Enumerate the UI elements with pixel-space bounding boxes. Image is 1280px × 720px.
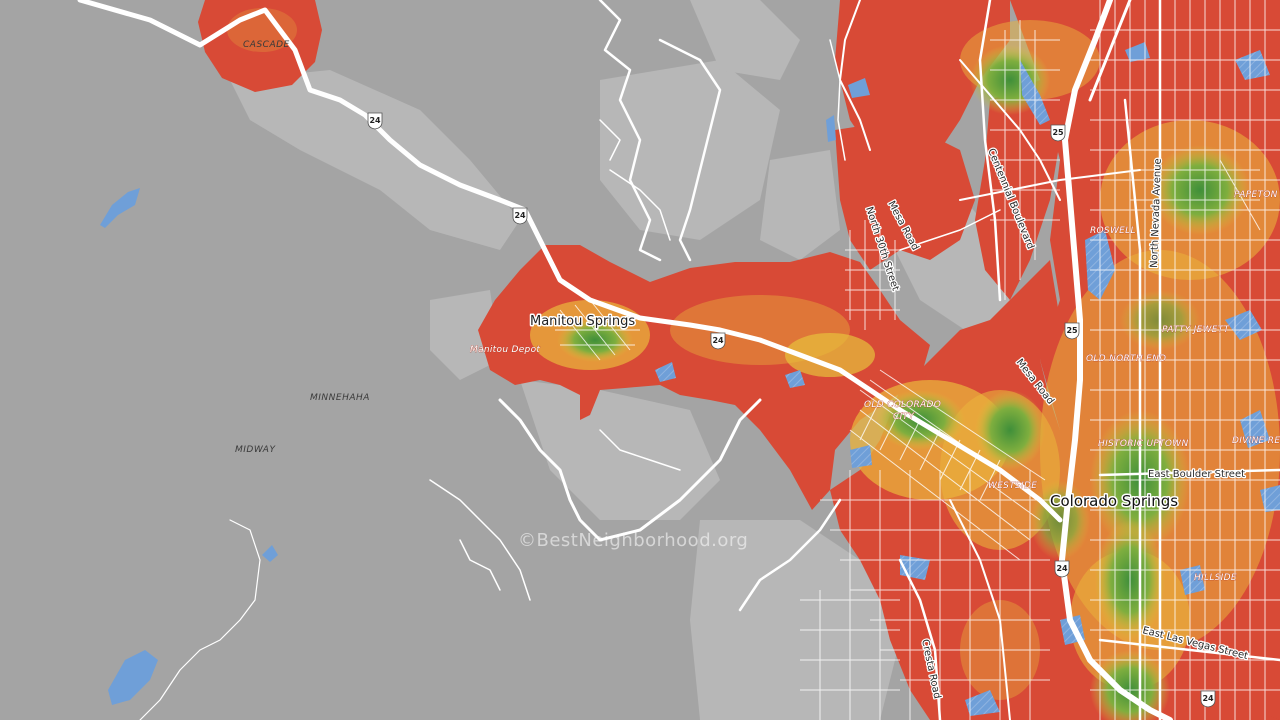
us24-shield-label: 24 (1202, 694, 1214, 703)
place-labels: CASCADE Manitou Springs Manitou Depot MI… (235, 40, 1280, 583)
label-cascade[interactable]: CASCADE (243, 40, 290, 50)
watermark: ©BestNeighborhood.org (518, 530, 748, 551)
us24-shield-label: 24 (369, 116, 381, 125)
label-historic-uptown[interactable]: HISTORIC UPTOWN (1098, 439, 1189, 450)
label-midway[interactable]: MIDWAY (235, 445, 276, 455)
label-north-nevada-avenue: North Nevada Avenue (1149, 158, 1164, 268)
us24-shield-label: 24 (712, 336, 724, 345)
highway-shields: 24 24 24 25 25 24 24 (367, 112, 1216, 708)
label-westside[interactable]: WESTSIDE (988, 481, 1037, 492)
label-old-colorado-city-2[interactable]: CITY (893, 412, 916, 423)
label-hillside[interactable]: HILLSIDE (1194, 573, 1237, 584)
major-roads (77, 0, 1280, 720)
label-old-north-end[interactable]: OLD NORTH END (1086, 354, 1167, 365)
label-east-boulder-street: East Boulder Street (1148, 469, 1245, 480)
us24-shield-label: 24 (514, 211, 526, 220)
label-papeton[interactable]: PAPETON (1234, 190, 1278, 201)
label-patty-jewett[interactable]: PATTY JEWETT (1162, 325, 1231, 336)
label-manitou-springs[interactable]: Manitou Springs (529, 313, 637, 331)
label-colorado-springs[interactable]: Colorado Springs (1049, 491, 1180, 512)
label-minnehaha[interactable]: MINNEHAHA (310, 393, 370, 403)
label-old-colorado-city[interactable]: OLD COLORADO (864, 400, 941, 411)
i25-shield-label: 25 (1052, 128, 1064, 137)
label-manitou-depot[interactable]: Manitou Depot (470, 345, 541, 356)
label-divine-re[interactable]: DIVINE RE (1232, 436, 1280, 447)
i25-shield-label: 25 (1066, 326, 1078, 335)
street-grid (555, 0, 1280, 720)
label-roswell[interactable]: ROSWELL (1090, 226, 1136, 237)
us24-shield-label: 24 (1056, 564, 1068, 573)
